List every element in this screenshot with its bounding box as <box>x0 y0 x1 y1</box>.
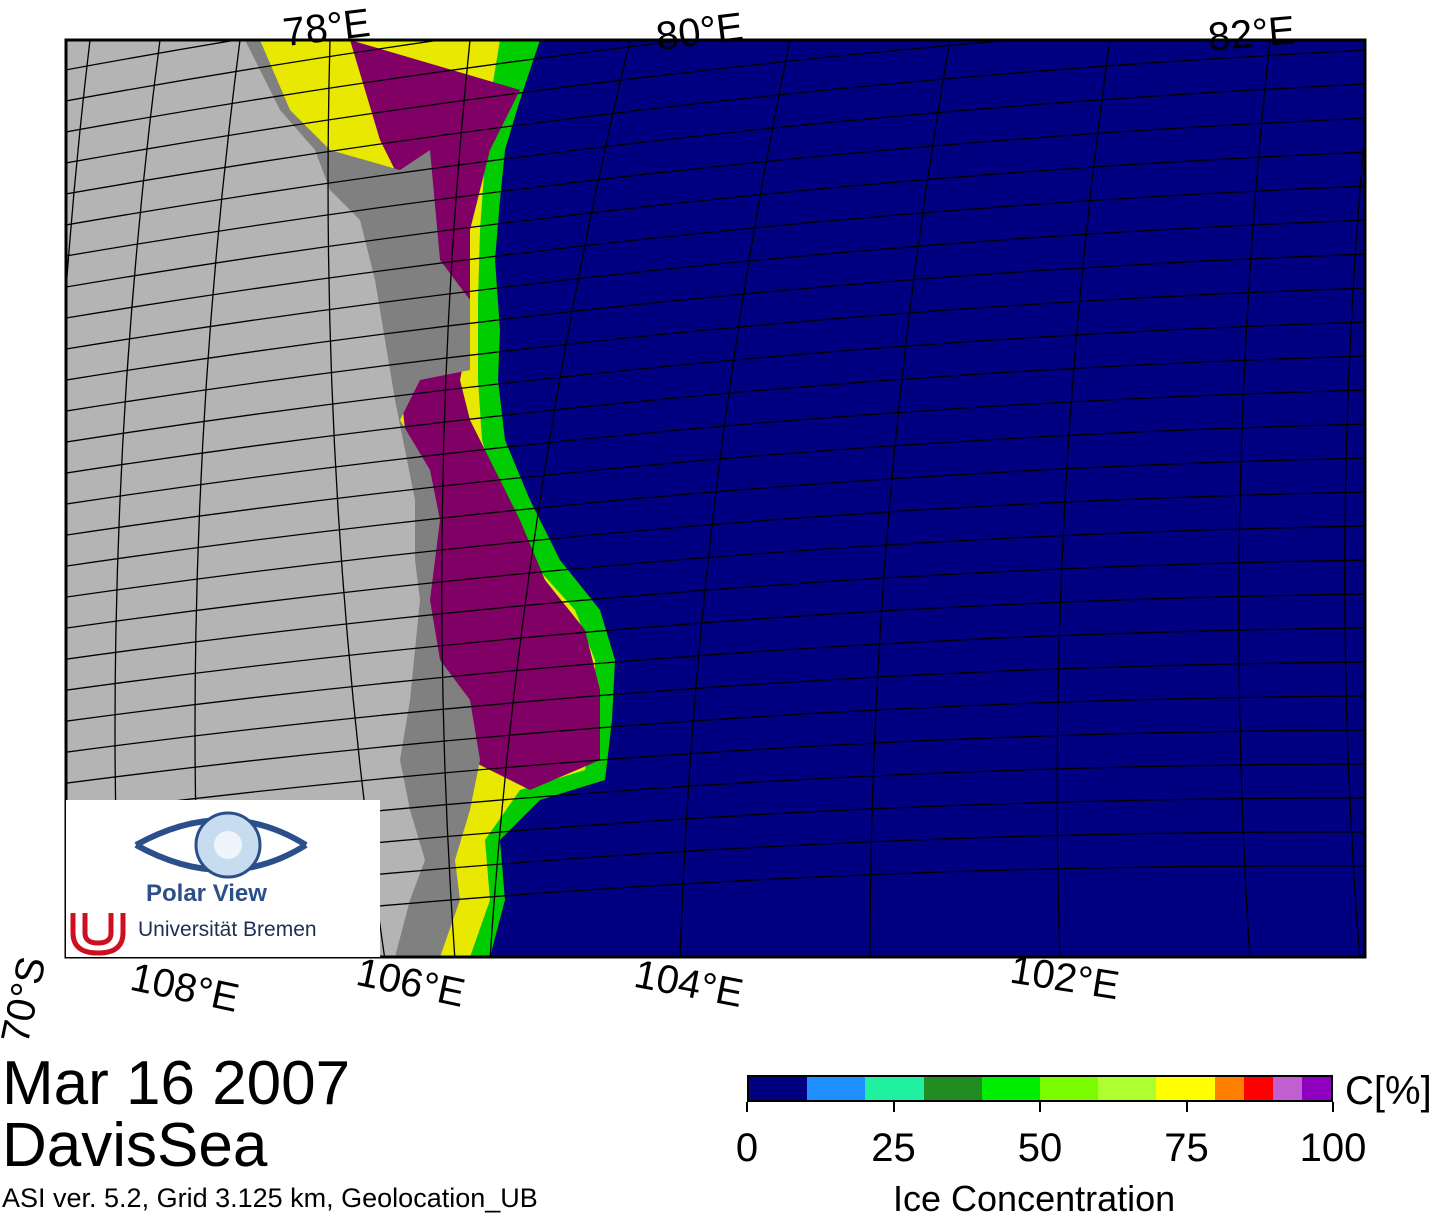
graticule-parallel <box>66 491 1365 598</box>
graticule-meridian <box>869 40 951 957</box>
colorbar-tick-label: 0 <box>735 1126 759 1170</box>
graticule-parallel <box>66 525 1365 629</box>
antarctic-land <box>66 40 425 957</box>
longitude-label-78e: 78°E <box>280 0 373 56</box>
date-label: Mar 16 2007 <box>2 1049 351 1118</box>
graticule-parallel <box>66 695 1365 784</box>
credit-label: ASI ver. 5.2, Grid 3.125 km, Geolocation… <box>2 1183 538 1213</box>
graticule-parallel <box>66 593 1365 691</box>
graticule-parallel <box>66 83 1365 226</box>
colorbar-segment <box>807 1077 866 1100</box>
colorbar-segment <box>1156 1077 1215 1100</box>
high-concentration-ice <box>350 40 600 790</box>
logo-subtitle: Universität Bremen <box>138 918 317 941</box>
map-frame <box>64 38 1367 959</box>
graticule-parallel <box>66 40 445 102</box>
graticule-parallel <box>66 219 1365 350</box>
colorbar-segment <box>749 1077 808 1100</box>
graticule-parallel <box>66 729 1365 815</box>
colorbar-tick-label: 75 <box>1164 1126 1209 1170</box>
graticule-parallel <box>66 253 1365 381</box>
graticule-parallel <box>66 40 1021 164</box>
colorbar <box>747 1075 1333 1102</box>
graticule-parallel <box>66 423 1365 536</box>
graticule-parallel <box>66 355 1365 474</box>
colorbar-segment <box>1272 1077 1302 1100</box>
graticule-parallel <box>66 627 1365 722</box>
university-emblem-icon <box>70 913 126 956</box>
graticule-parallel <box>66 389 1365 505</box>
colorbar-segment <box>1040 1077 1099 1100</box>
colorbar-segment <box>1214 1077 1244 1100</box>
eye-icon <box>134 811 308 879</box>
colorbar-tick-mark <box>746 1102 748 1112</box>
region-label: DavisSea <box>2 1111 268 1180</box>
colorbar-segment <box>981 1077 1041 1100</box>
colorbar-segment <box>865 1077 924 1100</box>
graticule-parallel <box>66 661 1365 753</box>
graticule-parallel <box>66 40 692 133</box>
colorbar-tick-mark <box>1039 1102 1041 1112</box>
longitude-label-80e: 80°E <box>653 4 746 60</box>
graticule-parallel <box>66 559 1365 660</box>
colorbar-segment <box>1301 1077 1331 1100</box>
graticule-parallel <box>66 49 1365 195</box>
colorbar-segment <box>1098 1077 1157 1100</box>
colorbar-segment <box>923 1077 982 1100</box>
graticule-meridian <box>66 40 91 300</box>
colorbar-tick-label: 25 <box>871 1126 916 1170</box>
graticule-parallel <box>66 287 1365 412</box>
graticule-meridian <box>679 40 791 957</box>
graticule-parallel <box>66 185 1365 319</box>
graticule-parallel <box>66 321 1365 443</box>
graticule-meridian <box>489 40 631 957</box>
polar-view-logo: Polar View Universität Bremen <box>66 800 380 957</box>
graticule-meridian <box>1056 40 1111 957</box>
longitude-label-82e: 82°E <box>1206 8 1297 60</box>
colorbar-title: Ice Concentration <box>893 1178 1176 1219</box>
logo-title: Polar View <box>146 880 267 907</box>
graticule-parallel <box>66 151 1365 288</box>
colorbar-tick-mark <box>1332 1102 1334 1112</box>
colorbar-tick-mark <box>1185 1102 1188 1112</box>
graticule-meridian <box>441 40 471 957</box>
colorbar-tick-label: 50 <box>1017 1126 1063 1170</box>
colorbar-segment <box>1243 1077 1273 1100</box>
colorbar-tick-label: 100 <box>1299 1126 1367 1170</box>
graticule-meridian <box>1344 124 1365 957</box>
graticule-meridian <box>1238 40 1271 957</box>
colorbar-tick-mark <box>892 1102 895 1112</box>
graticule-parallel <box>66 457 1365 567</box>
graticule-parallel <box>66 117 1365 257</box>
colorbar-unit: C[%] <box>1345 1069 1432 1113</box>
graticule <box>66 40 1365 957</box>
